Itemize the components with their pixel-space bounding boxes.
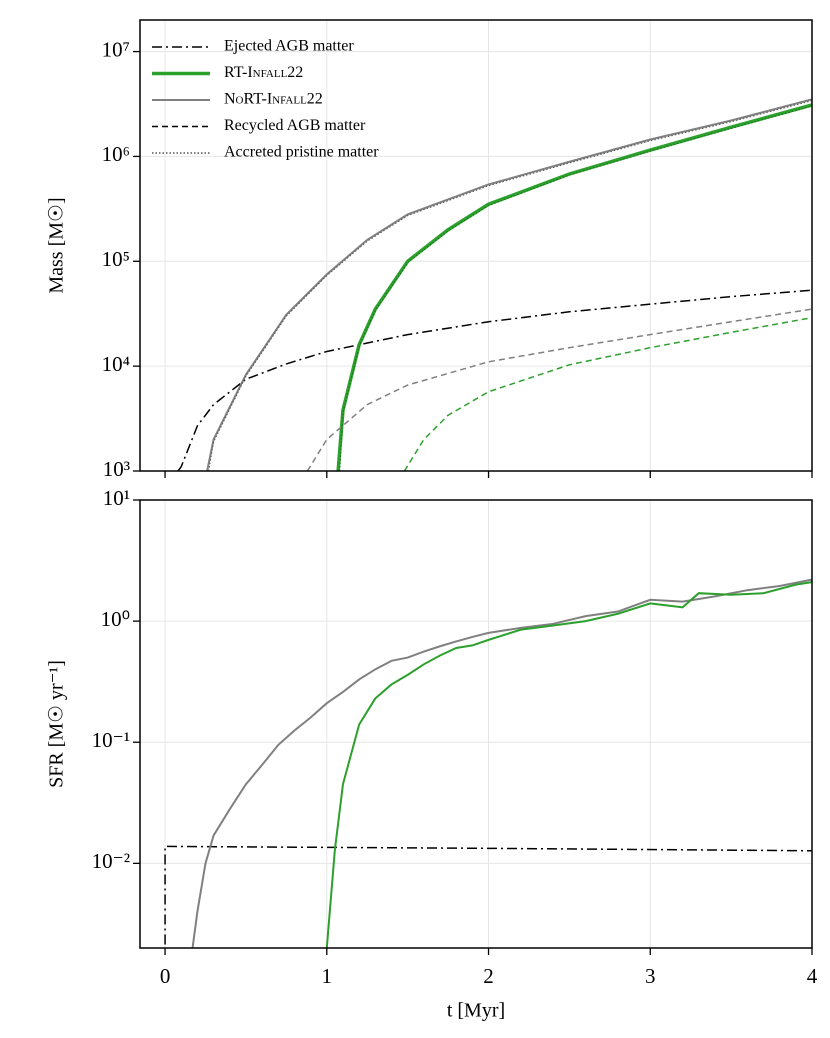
- series-line: [208, 100, 812, 471]
- series-line: [206, 98, 812, 471]
- y-axis-label: Mass [M☉]: [46, 197, 68, 293]
- series-line: [177, 289, 812, 471]
- series-line: [403, 316, 812, 471]
- plot-area: [177, 98, 812, 471]
- y-tick-label: 10³: [103, 457, 130, 481]
- y-axis-label: SFR [M☉ yr⁻¹]: [46, 660, 68, 788]
- series-line: [164, 845, 812, 948]
- x-axis-label: t [Myr]: [447, 1000, 505, 1022]
- x-tick-label: 1: [322, 964, 333, 988]
- x-tick-label: 3: [645, 964, 656, 988]
- series-line: [339, 105, 812, 471]
- y-tick-label: 10⁶: [102, 142, 130, 166]
- legend-label: RT-Infall22: [224, 64, 303, 81]
- legend-label: NoRT-Infall22: [224, 91, 323, 108]
- series-line: [191, 578, 812, 948]
- y-tick-label: 10⁻²: [92, 849, 130, 873]
- x-tick-label: 0: [160, 964, 171, 988]
- legend-label: Accreted pristine matter: [224, 144, 379, 161]
- y-tick-label: 10⁷: [102, 37, 130, 61]
- axes-frame: [139, 499, 813, 949]
- legend-label: Recycled AGB matter: [224, 117, 366, 134]
- y-tick-label: 10⁻¹: [92, 728, 130, 752]
- y-tick-label: 10⁵: [102, 247, 130, 271]
- x-tick-label: 4: [807, 964, 818, 988]
- x-tick-label: 2: [483, 964, 494, 988]
- y-tick-label: 10¹: [103, 486, 130, 510]
- plot-area: [164, 578, 812, 948]
- y-tick-label: 10⁴: [102, 352, 130, 376]
- axes-frame: [139, 19, 813, 472]
- series-line: [306, 308, 812, 471]
- series-line: [325, 581, 812, 948]
- legend-label: Ejected AGB matter: [224, 38, 354, 55]
- y-tick-label: 10⁰: [101, 607, 130, 631]
